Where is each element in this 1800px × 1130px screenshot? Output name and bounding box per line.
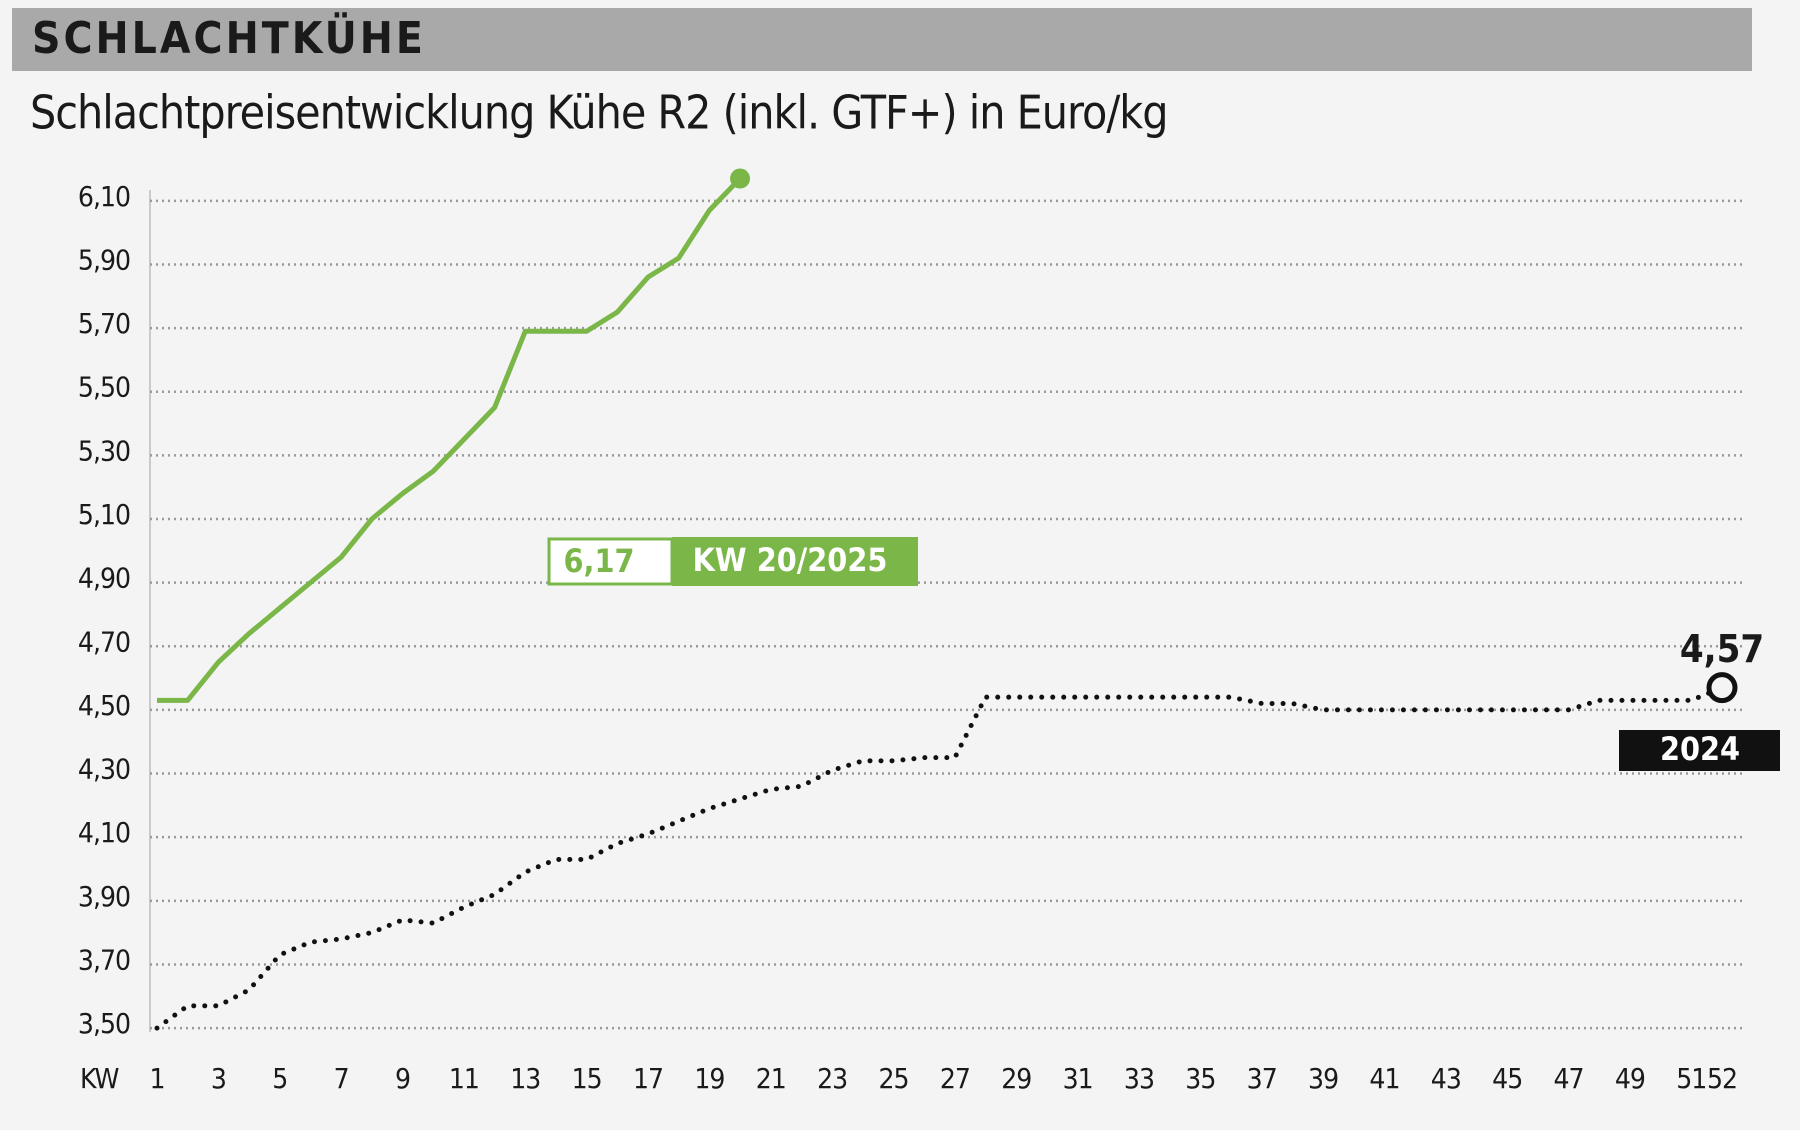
x-tick-label: 11 xyxy=(449,1062,479,1095)
end-value-label: 4,57 xyxy=(1680,627,1764,671)
y-tick-label: 4,50 xyxy=(78,689,130,722)
x-tick-label: 1 xyxy=(149,1062,164,1095)
y-tick-label: 4,70 xyxy=(78,625,130,658)
x-tick-label: 21 xyxy=(756,1062,786,1095)
x-tick-label: 17 xyxy=(633,1062,663,1095)
y-tick-label: 4,10 xyxy=(78,816,130,849)
x-tick-label: 52 xyxy=(1707,1062,1737,1095)
x-tick-label: 7 xyxy=(334,1062,349,1095)
x-tick-label: 5 xyxy=(272,1062,287,1095)
end-value-label: 6,17 xyxy=(563,542,634,580)
x-tick-label: 3 xyxy=(211,1062,226,1095)
y-tick-label: 4,30 xyxy=(78,753,130,786)
x-tick-label: 47 xyxy=(1554,1062,1584,1095)
y-tick-label: 3,50 xyxy=(78,1007,130,1040)
line-solid xyxy=(157,176,742,703)
x-tick-label: 29 xyxy=(1001,1062,1031,1095)
x-tick-label: 39 xyxy=(1308,1062,1338,1095)
x-tick-label: 35 xyxy=(1185,1062,1215,1095)
y-tick-label: 3,70 xyxy=(78,943,130,976)
x-tick-label: 45 xyxy=(1492,1062,1522,1095)
legend-label: 2024 xyxy=(1660,730,1740,768)
x-tick-label: 9 xyxy=(395,1062,410,1095)
x-tick-label: 31 xyxy=(1063,1062,1093,1095)
end-marker xyxy=(730,168,751,189)
y-tick-label: 5,90 xyxy=(78,243,130,276)
x-tick-label: 49 xyxy=(1615,1062,1645,1095)
end-marker xyxy=(1706,672,1738,704)
x-tick-label: 19 xyxy=(694,1062,724,1095)
x-tick-label: 51 xyxy=(1676,1062,1706,1095)
y-tick-label: 3,90 xyxy=(78,880,130,913)
label-box xyxy=(672,537,918,586)
x-tick-label: 13 xyxy=(510,1062,540,1095)
y-tick-label: 5,70 xyxy=(78,307,130,340)
x-tick-label: 43 xyxy=(1431,1062,1461,1095)
x-tick-label: 23 xyxy=(817,1062,847,1095)
x-axis-label: KW xyxy=(80,1062,120,1095)
legend-box xyxy=(1619,730,1780,771)
x-tick-label: 27 xyxy=(940,1062,970,1095)
chart-title: Schlachtpreisentwicklung Kühe R2 (inkl. … xyxy=(30,86,1168,140)
x-tick-label: 33 xyxy=(1124,1062,1154,1095)
header: SCHLACHTKÜHE xyxy=(32,11,426,64)
y-tick-label: 5,50 xyxy=(78,371,130,404)
x-tick-label: 25 xyxy=(878,1062,908,1095)
y-tick-label: 5,30 xyxy=(78,434,130,467)
y-tick-label: 5,10 xyxy=(78,498,130,531)
value-box xyxy=(547,537,674,586)
x-tick-label: 37 xyxy=(1247,1062,1277,1095)
x-tick-label: 41 xyxy=(1369,1062,1399,1095)
series-label: KW 20/2025 xyxy=(693,541,888,579)
y-tick-label: 6,10 xyxy=(78,180,130,213)
x-tick-label: 15 xyxy=(572,1062,602,1095)
header-bar xyxy=(12,8,1752,71)
y-tick-label: 4,90 xyxy=(78,562,130,595)
